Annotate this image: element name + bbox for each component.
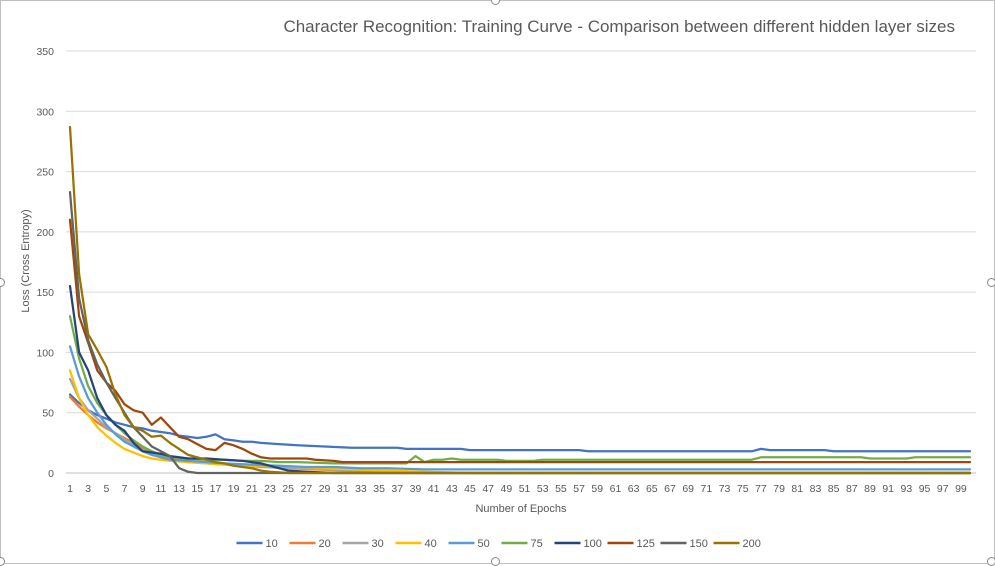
resize-handle-left[interactable] xyxy=(0,278,5,287)
legend-label-200: 200 xyxy=(743,538,761,550)
x-tick-labels: 1 3 5 7 9 11 13 15 17 19 21 23 25 27 29 31 33 35 37 39 41 43 4… xyxy=(67,483,967,495)
legend-label-75: 75 xyxy=(531,538,543,550)
y-tick-label: 250 xyxy=(36,167,54,179)
x-tick-label: 75 xyxy=(737,483,749,495)
series-line-75 xyxy=(68,315,972,465)
gridlines xyxy=(66,50,976,474)
x-tick-label: 79 xyxy=(773,483,785,495)
x-tick-label: 89 xyxy=(864,483,876,495)
series-line-10 xyxy=(68,393,972,453)
y-axis-title: Loss (Cross Entropy) xyxy=(20,209,32,312)
legend-label-20: 20 xyxy=(319,538,331,550)
legend-label-40: 40 xyxy=(425,538,437,550)
y-tick-label: 100 xyxy=(36,347,54,359)
resize-handle-top[interactable] xyxy=(491,0,500,5)
y-tick-label: 350 xyxy=(36,46,54,58)
x-tick-label: 1 xyxy=(67,483,73,495)
x-tick-label: 55 xyxy=(555,483,567,495)
series-line-40 xyxy=(68,369,972,475)
x-tick-label: 31 xyxy=(337,483,349,495)
series-line-100 xyxy=(68,284,972,475)
resize-handle-bottom-right[interactable] xyxy=(987,557,995,566)
x-tick-label: 15 xyxy=(191,483,203,495)
x-tick-label: 19 xyxy=(228,483,240,495)
x-tick-label: 11 xyxy=(155,483,166,495)
y-tick-label: 200 xyxy=(36,227,54,239)
x-tick-label: 53 xyxy=(537,483,549,495)
x-tick-label: 27 xyxy=(301,483,313,495)
x-tick-label: 73 xyxy=(719,483,731,495)
legend-label-30: 30 xyxy=(372,538,384,550)
x-tick-label: 43 xyxy=(446,483,458,495)
x-tick-label: 77 xyxy=(755,483,767,495)
x-tick-label: 7 xyxy=(122,483,128,495)
legend-label-125: 125 xyxy=(637,538,655,550)
x-tick-label: 17 xyxy=(210,483,222,495)
legend-label-100: 100 xyxy=(584,538,602,550)
resize-handle-right[interactable] xyxy=(987,278,995,287)
x-tick-label: 69 xyxy=(682,483,694,495)
resize-handle-bottom-left[interactable] xyxy=(0,557,5,566)
x-tick-label: 93 xyxy=(901,483,913,495)
x-tick-label: 35 xyxy=(373,483,385,495)
x-tick-label: 57 xyxy=(573,483,585,495)
legend-label-150: 150 xyxy=(690,538,708,550)
x-tick-label: 65 xyxy=(646,483,658,495)
x-tick-label: 3 xyxy=(85,483,91,495)
x-tick-label: 25 xyxy=(282,483,294,495)
series-line-200 xyxy=(68,125,972,475)
x-tick-label: 59 xyxy=(591,483,603,495)
legend-label-50: 50 xyxy=(478,538,490,550)
x-tick-label: 33 xyxy=(355,483,367,495)
chart-title: Character Recognition: Training Curve - … xyxy=(283,17,955,36)
series-line-150 xyxy=(68,190,972,475)
y-tick-label: 150 xyxy=(36,287,54,299)
x-tick-label: 97 xyxy=(937,483,949,495)
series-line-50 xyxy=(68,345,972,471)
chart-title-wrap: Character Recognition: Training Curve - … xyxy=(0,17,995,37)
x-tick-label: 39 xyxy=(410,483,422,495)
x-tick-label: 99 xyxy=(955,483,967,495)
x-tick-label: 51 xyxy=(519,483,531,495)
x-tick-label: 71 xyxy=(701,483,713,495)
x-tick-label: 67 xyxy=(664,483,676,495)
y-tick-labels: 0 50 100 150 200 250 300 350 xyxy=(36,46,54,480)
x-tick-label: 9 xyxy=(140,483,146,495)
x-tick-label: 49 xyxy=(501,483,513,495)
legend: 10 20 30 40 50 75 100 125 150 200 xyxy=(236,538,761,550)
resize-handle-bottom[interactable] xyxy=(491,557,500,566)
x-tick-label: 23 xyxy=(264,483,276,495)
x-tick-label: 85 xyxy=(828,483,840,495)
x-tick-label: 63 xyxy=(628,483,640,495)
x-tick-label: 5 xyxy=(103,483,109,495)
x-tick-label: 47 xyxy=(482,483,494,495)
x-tick-label: 61 xyxy=(610,483,622,495)
x-tick-label: 21 xyxy=(246,483,258,495)
y-tick-label: 0 xyxy=(48,468,54,480)
x-tick-label: 91 xyxy=(882,483,894,495)
x-tick-label: 95 xyxy=(919,483,931,495)
x-tick-label: 45 xyxy=(464,483,476,495)
x-tick-label: 83 xyxy=(810,483,822,495)
y-tick-label: 300 xyxy=(36,106,54,118)
series-lines xyxy=(68,125,972,475)
x-tick-label: 13 xyxy=(173,483,185,495)
x-tick-label: 81 xyxy=(791,483,803,495)
x-tick-label: 29 xyxy=(319,483,331,495)
x-tick-label: 37 xyxy=(391,483,403,495)
series-line-125 xyxy=(68,218,972,464)
y-tick-label: 50 xyxy=(42,408,54,420)
x-tick-label: 41 xyxy=(428,483,440,495)
x-axis-title: Number of Epochs xyxy=(475,503,567,515)
x-tick-label: 87 xyxy=(846,483,858,495)
legend-label-10: 10 xyxy=(266,538,278,550)
